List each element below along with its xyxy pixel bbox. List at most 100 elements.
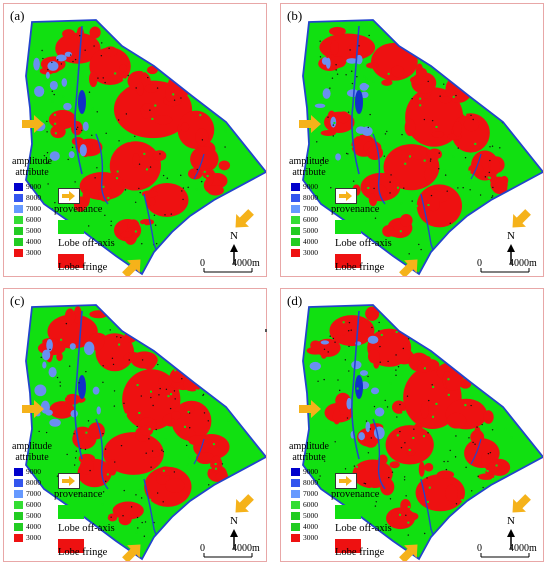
well-dot bbox=[137, 328, 139, 330]
well-dot bbox=[170, 213, 173, 215]
well-dot bbox=[78, 493, 81, 495]
fringe-swatch bbox=[58, 539, 84, 553]
well-dot bbox=[180, 51, 183, 54]
fringe-swatch bbox=[335, 539, 361, 553]
speck bbox=[122, 381, 125, 384]
speck bbox=[170, 393, 173, 396]
well-dot bbox=[348, 330, 350, 332]
well-dot bbox=[69, 54, 72, 56]
red-blob bbox=[171, 411, 181, 420]
well-dot bbox=[123, 402, 125, 405]
speck bbox=[101, 503, 104, 506]
speck bbox=[200, 466, 203, 469]
well-dot bbox=[496, 58, 499, 60]
well-dot bbox=[102, 365, 104, 367]
scale-bar bbox=[480, 553, 530, 558]
well-dot bbox=[46, 120, 48, 123]
provenance-arrow-icon bbox=[22, 115, 44, 133]
red-blob bbox=[71, 120, 83, 136]
red-blob bbox=[127, 70, 151, 91]
speck bbox=[452, 95, 455, 98]
well-dot bbox=[402, 347, 405, 350]
speck bbox=[422, 435, 425, 438]
legend-swatch bbox=[291, 182, 300, 191]
well-dot bbox=[113, 405, 116, 407]
well-dot bbox=[399, 430, 401, 433]
provenance-label: provenance bbox=[54, 489, 103, 500]
well-dot bbox=[110, 516, 112, 518]
well-dot bbox=[72, 60, 74, 63]
scale-start: 0 bbox=[200, 258, 205, 269]
red-blob bbox=[367, 349, 380, 364]
well-dot bbox=[120, 336, 122, 339]
scale-bar bbox=[203, 268, 253, 273]
speck bbox=[468, 170, 471, 173]
red-blob bbox=[477, 473, 495, 480]
well-dot bbox=[451, 244, 453, 246]
speck bbox=[227, 76, 230, 79]
legend-swatch bbox=[14, 248, 23, 257]
well-dot bbox=[476, 426, 478, 428]
legend-level-value: 9000 bbox=[26, 182, 41, 191]
speck bbox=[432, 415, 435, 418]
red-blob bbox=[118, 513, 132, 526]
well-dot bbox=[149, 166, 152, 168]
speck bbox=[180, 41, 183, 44]
speck bbox=[427, 204, 430, 207]
red-blob bbox=[108, 459, 118, 476]
legend-level-row: 9000 bbox=[291, 182, 318, 191]
well-dot bbox=[170, 353, 172, 355]
well-dot bbox=[472, 343, 474, 345]
red-blob bbox=[103, 432, 164, 475]
high-amplitude-patch bbox=[351, 360, 362, 370]
speck bbox=[510, 436, 513, 439]
well-dot bbox=[492, 186, 494, 189]
speck bbox=[194, 241, 197, 244]
legend-level-value: 3000 bbox=[26, 533, 41, 542]
legend-title-line1: amplitude bbox=[289, 156, 329, 167]
well-dot bbox=[403, 187, 405, 189]
amplitude-map bbox=[22, 19, 266, 276]
speck bbox=[370, 415, 373, 418]
well-dot bbox=[371, 326, 373, 329]
red-blob bbox=[410, 75, 428, 85]
speck bbox=[497, 326, 500, 329]
well-dot bbox=[478, 244, 480, 247]
well-dot bbox=[129, 330, 132, 332]
speck bbox=[457, 219, 460, 222]
speck bbox=[136, 384, 139, 387]
red-blob bbox=[158, 375, 173, 388]
channel-line bbox=[193, 438, 205, 465]
speck bbox=[178, 37, 181, 40]
high-amplitude-patch bbox=[49, 418, 61, 427]
red-blob bbox=[88, 71, 98, 88]
red-blob bbox=[144, 84, 158, 93]
provenance-arrow-icon bbox=[399, 259, 418, 276]
speck bbox=[151, 117, 154, 120]
high-amplitude-patch bbox=[321, 57, 329, 65]
speck bbox=[464, 404, 467, 407]
speck bbox=[485, 196, 488, 199]
legend-level-row: 5000 bbox=[291, 226, 318, 235]
well-dot bbox=[319, 475, 321, 477]
well-dot bbox=[338, 389, 341, 392]
well-dot bbox=[465, 466, 467, 469]
well-dot bbox=[476, 498, 479, 500]
well-dot bbox=[329, 335, 331, 337]
red-blob bbox=[310, 340, 322, 350]
well-dot bbox=[73, 433, 75, 435]
speck bbox=[490, 238, 493, 241]
well-dot bbox=[443, 460, 445, 463]
legend-swatch bbox=[14, 215, 23, 224]
boundary-line bbox=[302, 19, 543, 276]
well-dot bbox=[203, 412, 206, 414]
speck bbox=[44, 526, 47, 529]
well-dot bbox=[49, 522, 51, 525]
well-dot bbox=[123, 489, 125, 492]
speck bbox=[212, 443, 215, 446]
well-dot bbox=[447, 460, 449, 463]
speck bbox=[485, 345, 488, 348]
speck bbox=[182, 175, 185, 178]
scale-distance: 4000m bbox=[509, 543, 537, 554]
high-amplitude-patch bbox=[49, 80, 58, 91]
